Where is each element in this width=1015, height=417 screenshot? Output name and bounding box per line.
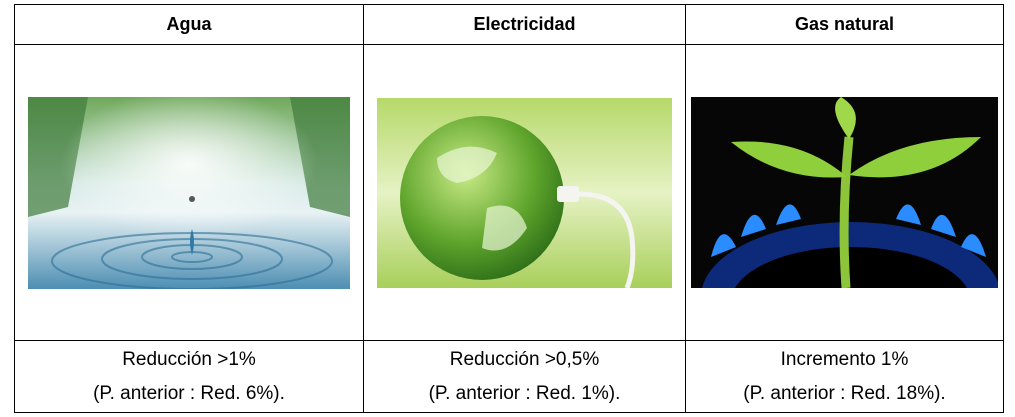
previous-text: (P. anterior : Red. 1%). bbox=[428, 382, 621, 404]
result-cell: Incremento 1% (P. anterior : Red. 18%). bbox=[685, 340, 1004, 413]
image-row bbox=[14, 44, 1004, 341]
electricity-image bbox=[377, 97, 672, 288]
header-cell: Gas natural bbox=[685, 4, 1004, 45]
image-cell bbox=[685, 44, 1004, 341]
result-row: Reducción >1% (P. anterior : Red. 6%). Re… bbox=[14, 340, 1004, 413]
header-row: Agua Electricidad Gas natural bbox=[14, 4, 1004, 45]
result-text: Reducción >1% bbox=[122, 348, 256, 370]
header-cell: Electricidad bbox=[363, 4, 686, 45]
water-image bbox=[28, 96, 350, 289]
result-text: Incremento 1% bbox=[780, 348, 909, 370]
result-cell: Reducción >1% (P. anterior : Red. 6%). bbox=[14, 340, 364, 413]
previous-text: (P. anterior : Red. 6%). bbox=[93, 382, 285, 404]
comparison-table: Agua Electricidad Gas natural bbox=[14, 4, 1004, 413]
gas-image bbox=[691, 97, 998, 288]
header-cell: Agua bbox=[14, 4, 364, 45]
image-cell bbox=[363, 44, 686, 341]
previous-text: (P. anterior : Red. 18%). bbox=[743, 382, 946, 404]
result-cell: Reducción >0,5% (P. anterior : Red. 1%). bbox=[363, 340, 686, 413]
image-cell bbox=[14, 44, 364, 341]
result-text: Reducción >0,5% bbox=[449, 348, 600, 370]
